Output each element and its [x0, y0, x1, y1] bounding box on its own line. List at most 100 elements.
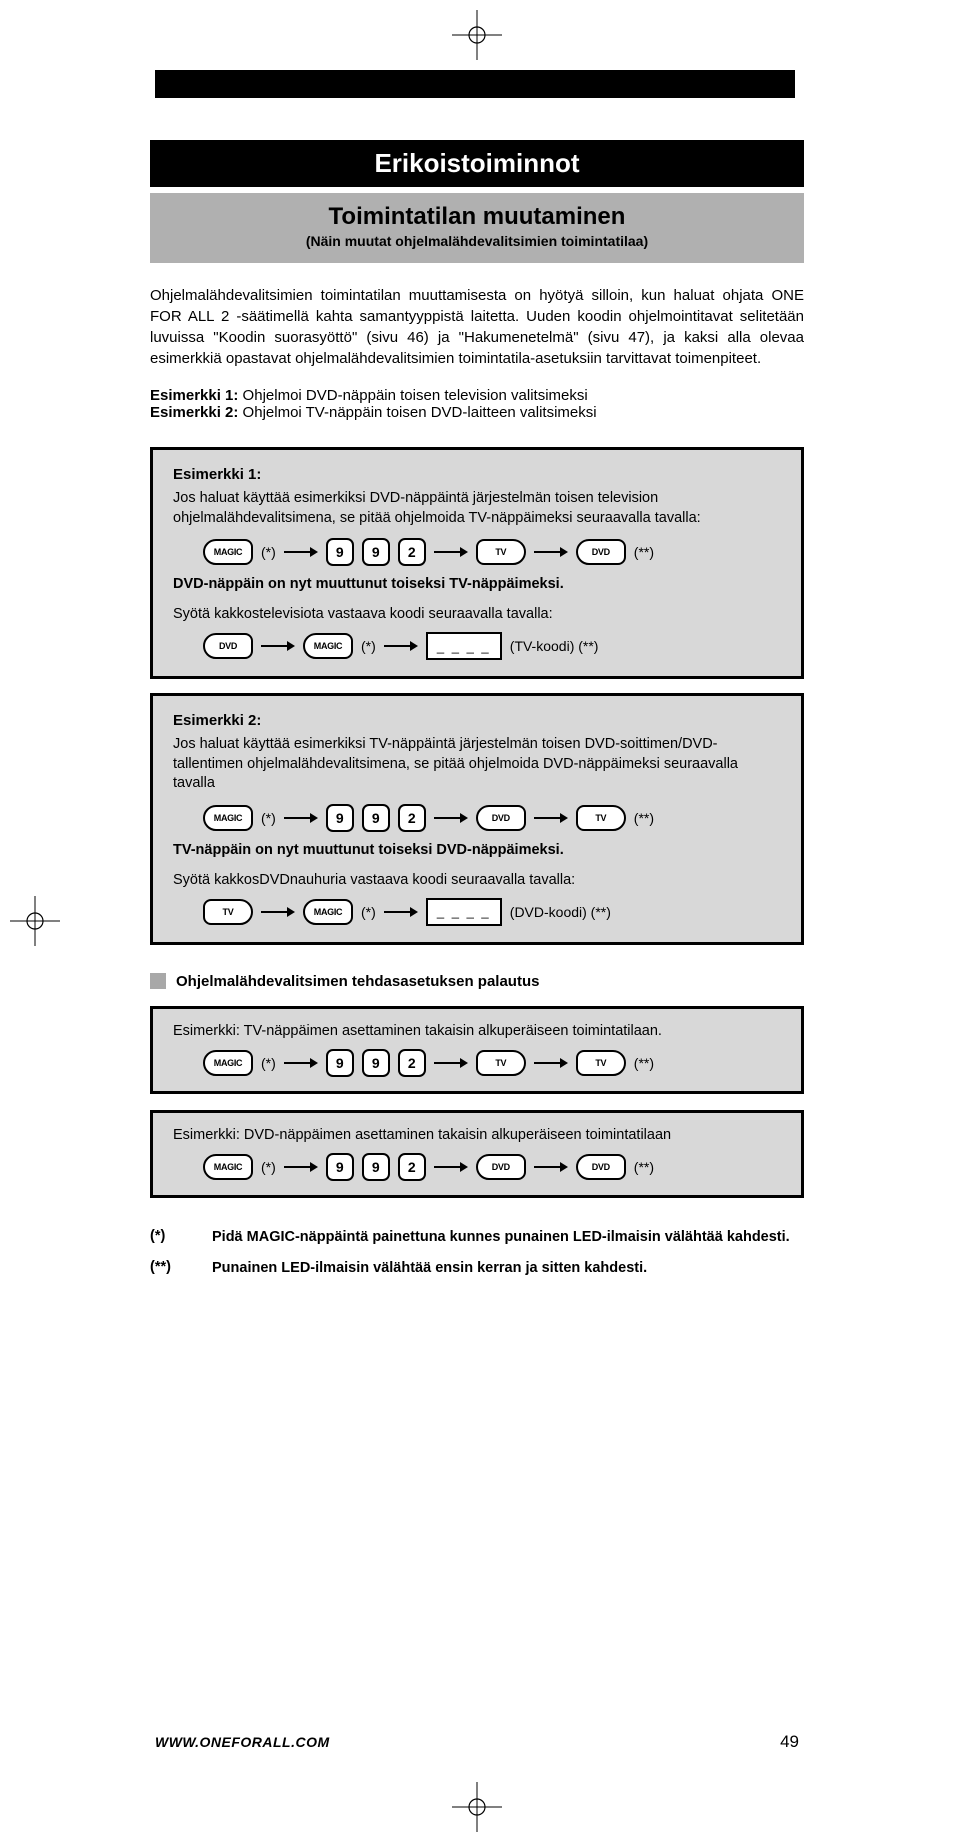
page-number: 49	[780, 1732, 799, 1752]
example-intro-list: Esimerkki 1: Ohjelmoi DVD-näppäin toisen…	[150, 387, 804, 421]
example-1-body: Jos haluat käyttää esimerkiksi DVD-näppä…	[173, 489, 781, 528]
example-1-result: DVD-näppäin on nyt muuttunut toiseksi TV…	[173, 576, 781, 592]
footnote-1-mark: (*)	[150, 1228, 190, 1248]
magic-button-icon: MAGIC	[203, 1050, 253, 1076]
double-star-mark: (**)	[634, 1055, 654, 1071]
star-mark: (*)	[261, 810, 276, 826]
reset-dvd-intro: Esimerkki: DVD-näppäimen asettaminen tak…	[173, 1127, 781, 1143]
registration-mark-bottom	[452, 1782, 502, 1832]
digit-9-button-icon: 9	[326, 1153, 354, 1181]
code-input-icon: _ _ _ _	[426, 632, 502, 660]
tv-button-icon: TV	[476, 1050, 526, 1076]
digit-9-button-icon: 9	[362, 1153, 390, 1181]
digit-2-button-icon: 2	[398, 538, 426, 566]
arrow-icon	[434, 812, 468, 824]
arrow-icon	[284, 546, 318, 558]
magic-button-icon: MAGIC	[203, 539, 253, 565]
arrow-icon	[261, 640, 295, 652]
example-2-label: Esimerkki 2:	[150, 404, 238, 421]
subtitle-main: Toimintatilan muutaminen	[170, 203, 784, 231]
arrow-icon	[534, 812, 568, 824]
arrow-icon	[434, 1161, 468, 1173]
dvd-button-icon: DVD	[203, 633, 253, 659]
arrow-icon	[534, 1161, 568, 1173]
digit-2-button-icon: 2	[398, 804, 426, 832]
example-2-text: Ohjelmoi TV-näppäin toisen DVD-laitteen …	[238, 404, 596, 421]
arrow-icon	[284, 1057, 318, 1069]
registration-mark-left	[10, 896, 60, 946]
reset-tv-intro: Esimerkki: TV-näppäimen asettaminen taka…	[173, 1023, 781, 1039]
star-mark: (*)	[261, 544, 276, 560]
registration-mark-top	[452, 10, 502, 60]
footnotes: (*) Pidä MAGIC-näppäintä painettuna kunn…	[150, 1228, 804, 1279]
example-1-follow: Syötä kakkostelevisiota vastaava koodi s…	[173, 606, 781, 622]
arrow-icon	[261, 906, 295, 918]
tv-button-icon: TV	[576, 1050, 626, 1076]
arrow-icon	[284, 812, 318, 824]
example-2-result: TV-näppäin on nyt muuttunut toiseksi DVD…	[173, 842, 781, 858]
example-1-sequence-2: DVD MAGIC (*) _ _ _ _ (TV-koodi) (**)	[173, 632, 781, 660]
arrow-icon	[534, 546, 568, 558]
tv-button-icon: TV	[203, 899, 253, 925]
double-star-mark: (**)	[634, 544, 654, 560]
star-mark: (*)	[261, 1159, 276, 1175]
code-input-icon: _ _ _ _	[426, 898, 502, 926]
footnote-1-text: Pidä MAGIC-näppäintä painettuna kunnes p…	[212, 1228, 804, 1248]
example-1-box: Esimerkki 1: Jos haluat käyttää esimerki…	[150, 447, 804, 679]
magic-button-icon: MAGIC	[203, 1154, 253, 1180]
dvd-button-icon: DVD	[576, 539, 626, 565]
arrow-icon	[384, 906, 418, 918]
digit-2-button-icon: 2	[398, 1153, 426, 1181]
example-2-body: Jos haluat käyttää esimerkiksi TV-näppäi…	[173, 735, 781, 794]
example-1-text: Ohjelmoi DVD-näppäin toisen television v…	[238, 387, 587, 404]
intro-paragraph: Ohjelmalähdevalitsimien toimintatilan mu…	[150, 285, 804, 369]
example-1-sequence-1: MAGIC (*) 9 9 2 TV DVD (**)	[173, 538, 781, 566]
subtitle-sub: (Näin muutat ohjelmalähdevalitsimien toi…	[170, 233, 784, 249]
reset-dvd-box: Esimerkki: DVD-näppäimen asettaminen tak…	[150, 1110, 804, 1198]
arrow-icon	[384, 640, 418, 652]
arrow-icon	[534, 1057, 568, 1069]
arrow-icon	[434, 546, 468, 558]
tv-button-icon: TV	[576, 805, 626, 831]
footer-url: WWW.ONEFORALL.COM	[155, 1734, 330, 1750]
double-star-mark: (**)	[634, 810, 654, 826]
example-1-label: Esimerkki 1:	[150, 387, 238, 404]
digit-2-button-icon: 2	[398, 1049, 426, 1077]
dvd-button-icon: DVD	[476, 805, 526, 831]
reset-tv-box: Esimerkki: TV-näppäimen asettaminen taka…	[150, 1006, 804, 1094]
star-mark: (*)	[361, 904, 376, 920]
star-mark: (*)	[261, 1055, 276, 1071]
digit-9-button-icon: 9	[362, 538, 390, 566]
subtitle-box: Toimintatilan muutaminen (Näin muutat oh…	[150, 193, 804, 263]
magic-button-icon: MAGIC	[303, 899, 353, 925]
example-2-title: Esimerkki 2:	[173, 712, 781, 729]
example-1-title: Esimerkki 1:	[173, 466, 781, 483]
dvd-button-icon: DVD	[576, 1154, 626, 1180]
footnote-2-text: Punainen LED-ilmaisin välähtää ensin ker…	[212, 1259, 804, 1279]
digit-9-button-icon: 9	[362, 1049, 390, 1077]
example-2-sequence-1: MAGIC (*) 9 9 2 DVD TV (**)	[173, 804, 781, 832]
digit-9-button-icon: 9	[362, 804, 390, 832]
arrow-icon	[284, 1161, 318, 1173]
arrow-icon	[434, 1057, 468, 1069]
reset-heading-text: Ohjelmalähdevalitsimen tehdasasetuksen p…	[176, 973, 539, 990]
tv-button-icon: TV	[476, 539, 526, 565]
tv-code-label: (TV-koodi) (**)	[510, 638, 599, 654]
reset-tv-sequence: MAGIC (*) 9 9 2 TV TV (**)	[173, 1049, 781, 1077]
magic-button-icon: MAGIC	[303, 633, 353, 659]
dvd-button-icon: DVD	[476, 1154, 526, 1180]
digit-9-button-icon: 9	[326, 804, 354, 832]
page-footer: WWW.ONEFORALL.COM 49	[155, 1732, 799, 1752]
digit-9-button-icon: 9	[326, 1049, 354, 1077]
page-title: Erikoistoiminnot	[150, 140, 804, 187]
digit-9-button-icon: 9	[326, 538, 354, 566]
example-2-follow: Syötä kakkosDVDnauhuria vastaava koodi s…	[173, 872, 781, 888]
dvd-code-label: (DVD-koodi) (**)	[510, 904, 611, 920]
reset-dvd-sequence: MAGIC (*) 9 9 2 DVD DVD (**)	[173, 1153, 781, 1181]
header-black-bar	[155, 70, 795, 98]
example-2-sequence-2: TV MAGIC (*) _ _ _ _ (DVD-koodi) (**)	[173, 898, 781, 926]
footnote-2-mark: (**)	[150, 1259, 190, 1279]
grey-square-bullet-icon	[150, 973, 166, 989]
star-mark: (*)	[361, 638, 376, 654]
double-star-mark: (**)	[634, 1159, 654, 1175]
